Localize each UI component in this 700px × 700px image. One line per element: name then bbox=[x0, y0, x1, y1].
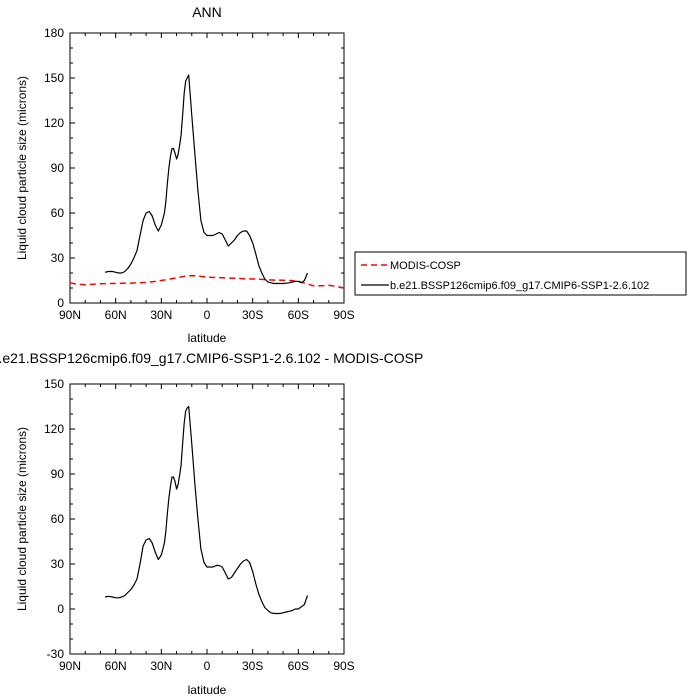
x-tick-label: 90S bbox=[333, 659, 354, 673]
series-line-model bbox=[104, 405, 309, 615]
y-tick-label: 60 bbox=[51, 206, 65, 220]
chart-1-ticks: 90N 60N 30N 0 30S 60S 90S 0 30 60 90 120 150 180 bbox=[44, 26, 355, 322]
chart-1-series bbox=[69, 74, 345, 289]
y-tick-label: 90 bbox=[51, 467, 65, 481]
y-tick-label: 180 bbox=[44, 26, 64, 40]
x-tick-label: 60S bbox=[288, 659, 309, 673]
y-tick-label: 120 bbox=[44, 116, 64, 130]
legend-box bbox=[354, 251, 687, 296]
chart-2: b.e21.BSSP126cmip6.f09_g17.CMIP6-SSP1-2.… bbox=[0, 350, 423, 697]
x-tick-label: 90N bbox=[59, 659, 81, 673]
series-line-modis-cosp bbox=[69, 274, 345, 289]
y-tick-label: 30 bbox=[51, 557, 65, 571]
x-tick-label: 30N bbox=[150, 308, 172, 322]
x-tick-label: 0 bbox=[204, 659, 211, 673]
chart-2-series bbox=[104, 405, 309, 615]
x-tick-label: 30S bbox=[242, 308, 263, 322]
chart-2-ticks: 90N 60N 30N 0 30S 60S 90S -30 0 30 60 90 120 150 bbox=[44, 377, 355, 673]
x-tick-label: 60N bbox=[105, 659, 127, 673]
y-tick-label: -30 bbox=[47, 647, 65, 661]
chart-1-legend: MODIS-COSP b.e21.BSSP126cmip6.f09_g17.CM… bbox=[354, 251, 687, 296]
x-tick-label: 60N bbox=[105, 308, 127, 322]
chart-2-title: b.e21.BSSP126cmip6.f09_g17.CMIP6-SSP1-2.… bbox=[0, 350, 423, 366]
chart-1-y-axis-label: Liquid cloud particle size (microns) bbox=[15, 76, 29, 260]
y-tick-label: 90 bbox=[51, 161, 65, 175]
y-tick-label: 30 bbox=[51, 251, 65, 265]
legend-label-model: b.e21.BSSP126cmip6.f09_g17.CMIP6-SSP1-2.… bbox=[390, 280, 649, 292]
x-tick-label: 30N bbox=[150, 659, 172, 673]
legend-label-modis-cosp: MODIS-COSP bbox=[390, 260, 461, 272]
y-tick-label: 120 bbox=[44, 422, 64, 436]
chart-1-plot-frame bbox=[69, 32, 345, 304]
chart-2-y-axis-label: Liquid cloud particle size (microns) bbox=[15, 427, 29, 611]
y-tick-label: 0 bbox=[57, 296, 64, 310]
chart-1: ANN 90N 60N 30N 0 30S 60S 90S0306090120150180 … bbox=[15, 4, 355, 345]
chart-1-title: ANN bbox=[192, 4, 222, 20]
x-tick-label: 30S bbox=[242, 659, 263, 673]
y-tick-label: 60 bbox=[51, 512, 65, 526]
y-tick-label: 150 bbox=[44, 377, 64, 391]
chart-1-x-axis-label: latitude bbox=[188, 331, 227, 345]
x-tick-label: 90S bbox=[333, 308, 354, 322]
x-tick-label: 0 bbox=[204, 308, 211, 322]
series-line-model bbox=[104, 74, 309, 285]
chart-2-x-axis-label: latitude bbox=[188, 683, 227, 697]
y-tick-label: 0 bbox=[57, 602, 64, 616]
x-tick-label: 90N bbox=[59, 308, 81, 322]
chart-2-plot-frame bbox=[69, 383, 345, 655]
x-tick-label: 60S bbox=[288, 308, 309, 322]
y-tick-label: 150 bbox=[44, 71, 64, 85]
